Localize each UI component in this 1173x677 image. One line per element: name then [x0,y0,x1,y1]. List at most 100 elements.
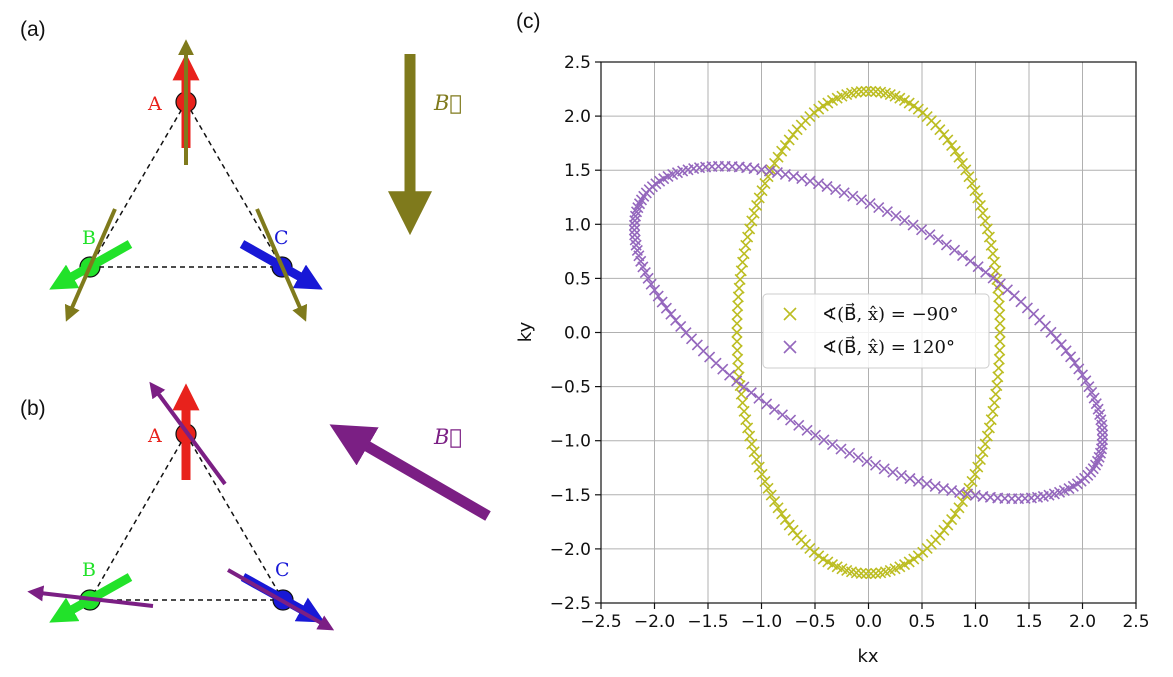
y-tick-label: 2.5 [564,53,591,73]
data-point [665,308,677,320]
data-point [907,219,919,231]
x-tick-label: −0.5 [794,612,835,632]
x-tick-label: 2.0 [1069,612,1096,632]
x-tick-label: 0.5 [908,612,935,632]
data-point [1083,381,1095,393]
data-point [742,422,754,434]
x-tick-label: 2.5 [1122,612,1149,632]
chart-series-layer [628,85,1109,580]
data-point [742,231,754,243]
y-tick-label: −1.5 [550,486,591,506]
panel-b-site-a-label: A [147,425,162,447]
data-point [835,443,847,455]
data-point [985,239,997,251]
data-point [1001,284,1013,296]
legend-label-series-2: ∢(B⃗, x̂) = 120° [822,336,955,358]
data-point [748,207,760,219]
panel-a-site-b-label: B [82,227,96,249]
panel-b: (b) A B C B⃗ [20,381,491,631]
data-point [844,447,856,459]
data-point [772,151,784,163]
data-point [946,513,958,526]
data-point [753,461,765,473]
data-point [628,224,640,236]
data-point [648,284,661,296]
data-point [993,300,1005,312]
data-point [852,451,864,464]
panel-b-site-b-label: B [82,559,96,581]
data-point [744,223,756,235]
data-point [639,267,651,279]
data-point [779,139,791,152]
data-point [942,519,954,531]
chart-legend-box [762,293,990,369]
data-point [744,430,756,442]
data-point [956,157,968,170]
data-point [993,353,1005,365]
data-point [787,170,800,182]
data-point [630,206,643,218]
data-point [974,199,986,212]
data-point [992,371,1004,383]
data-point [753,192,765,204]
data-point [1093,451,1105,463]
data-point [860,568,872,580]
panel-b-label: (b) [20,397,46,420]
data-point [921,478,933,490]
data-point [779,513,791,526]
data-point [881,206,893,218]
data-point [887,466,899,478]
y-tick-label: −0.5 [550,378,591,398]
data-point [745,387,757,399]
data-point [969,468,981,480]
data-point [656,296,668,308]
data-point [731,344,743,356]
legend-marker-series-1 [783,307,797,321]
data-point [949,145,961,157]
data-point [895,469,907,482]
data-point [753,392,765,404]
data-point [1095,443,1108,455]
data-point [818,434,830,446]
series-2 [628,160,1109,505]
data-point [838,187,850,199]
data-point [731,335,743,347]
data-point [748,446,760,458]
data-point [979,438,991,450]
data-point [732,353,744,365]
data-point [873,201,885,214]
x-tick-label: −2.5 [580,612,621,632]
data-point [629,215,641,227]
data-point [642,272,654,284]
panel-a-site-c-spin-arrow [239,240,323,290]
data-point [964,255,976,267]
data-point [724,369,736,381]
data-point [769,495,781,508]
data-point [769,157,781,170]
data-point [628,219,641,231]
chart-y-axis-label: ky [515,321,536,342]
data-point [977,446,989,458]
data-point [983,231,995,243]
panel-a: (a) A B C B⃗ [20,18,462,322]
data-point [956,249,969,262]
data-point [974,453,986,466]
data-point [994,318,1006,330]
data-point [740,239,752,251]
data-point [937,483,950,495]
series-1 [731,85,1006,580]
data-point [987,248,999,260]
data-point [953,502,965,514]
data-point [652,290,664,302]
data-point [981,223,993,235]
data-point [960,164,972,176]
data-point [1088,392,1100,404]
data-point [924,229,936,241]
data-point [969,185,981,197]
y-tick-label: 1.0 [564,215,591,235]
data-point [738,381,750,393]
data-point [751,453,763,466]
data-point [938,524,950,536]
data-point [847,190,859,202]
data-point [949,508,961,520]
